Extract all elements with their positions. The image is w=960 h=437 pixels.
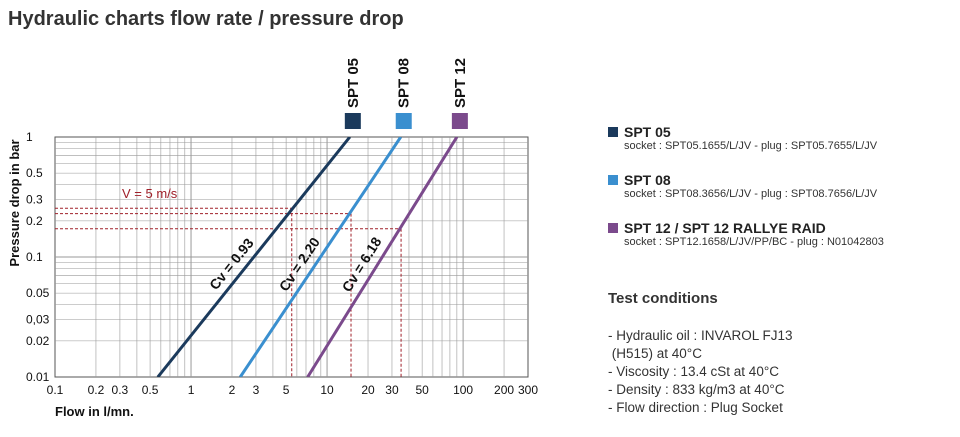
- legend-detail-spt05: socket : SPT05.1655/L/JV - plug : SPT05.…: [624, 140, 878, 152]
- x-tick-label: 3: [253, 383, 260, 397]
- legend-swatch-spt12: [608, 223, 618, 233]
- x-tick-label: 300: [518, 383, 538, 397]
- legend-item-spt08: SPT 08 socket : SPT08.3656/L/JV - plug :…: [608, 172, 877, 200]
- x-tick-label: 30: [385, 383, 399, 397]
- legend-name-spt05: SPT 05: [624, 124, 671, 140]
- test-condition-viscosity: - Viscosity : 13.4 cSt at 40°C: [608, 364, 779, 379]
- y-tick-label: 0,03: [26, 313, 50, 327]
- y-tick-label: 0.02: [26, 334, 50, 348]
- x-tick-label: 2: [229, 383, 236, 397]
- test-condition-density: - Density : 833 kg/m3 at 40°C: [608, 382, 785, 397]
- x-tick-label: 200: [494, 383, 514, 397]
- series-line-spt05: [156, 137, 351, 377]
- series-top-label: SPT 05: [345, 58, 362, 108]
- series-top-label: SPT 08: [396, 58, 413, 108]
- x-tick-label: 1: [188, 383, 195, 397]
- y-tick-label: 1: [26, 130, 33, 144]
- y-tick-label: 0.01: [26, 370, 50, 384]
- x-tick-label: 0.1: [47, 383, 64, 397]
- legend-item-spt12: SPT 12 / SPT 12 RALLYE RAID socket : SPT…: [608, 220, 884, 248]
- x-tick-label: 20: [361, 383, 375, 397]
- legend-name-spt08: SPT 08: [624, 172, 671, 188]
- x-tick-label: 5: [283, 383, 290, 397]
- test-conditions-title: Test conditions: [608, 290, 718, 307]
- x-axis-label: Flow in l/mn.: [55, 404, 134, 419]
- series-line-spt08: [238, 137, 402, 377]
- legend-detail-spt08: socket : SPT08.3656/L/JV - plug : SPT08.…: [624, 188, 878, 200]
- x-tick-label: 0.2: [88, 383, 105, 397]
- page-title: Hydraulic charts flow rate / pressure dr…: [8, 8, 404, 30]
- x-tick-label: 50: [415, 383, 429, 397]
- legend-item-spt05: SPT 05 socket : SPT05.1655/L/JV - plug :…: [608, 124, 877, 152]
- y-tick-label: 0.3: [26, 193, 43, 207]
- legend-swatch-spt05: [608, 127, 618, 137]
- legend-name-spt12: SPT 12 / SPT 12 RALLYE RAID: [624, 220, 826, 236]
- series-marker: [451, 113, 468, 129]
- y-tick-label: 0.05: [26, 286, 50, 300]
- series-marker: [344, 113, 361, 129]
- y-axis-label: Pressure drop in bar: [7, 139, 22, 266]
- test-condition-oil-grade: (H515) at 40°C: [608, 346, 702, 361]
- annotation-label: V = 5 m/s: [122, 186, 178, 201]
- test-condition-oil: - Hydraulic oil : INVAROL FJ13: [608, 328, 793, 343]
- series-marker: [395, 113, 412, 129]
- y-tick-label: 0.1: [26, 250, 43, 264]
- legend-swatch-spt08: [608, 175, 618, 185]
- x-tick-label: 10: [320, 383, 334, 397]
- y-tick-label: 0.5: [26, 166, 43, 180]
- x-tick-label: 0.5: [142, 383, 159, 397]
- y-tick-label: 0.2: [26, 214, 43, 228]
- series-line-spt12: [306, 137, 459, 377]
- series-top-label: SPT 12: [452, 58, 469, 108]
- legend-detail-spt12: socket : SPT12.1658/L/JV/PP/BC - plug : …: [624, 236, 884, 248]
- test-condition-flow-direction: - Flow direction : Plug Socket: [608, 400, 783, 415]
- x-tick-label: 0.3: [112, 383, 129, 397]
- x-tick-label: 100: [453, 383, 473, 397]
- test-conditions: Test conditions - Hydraulic oil : INVARO…: [608, 290, 948, 417]
